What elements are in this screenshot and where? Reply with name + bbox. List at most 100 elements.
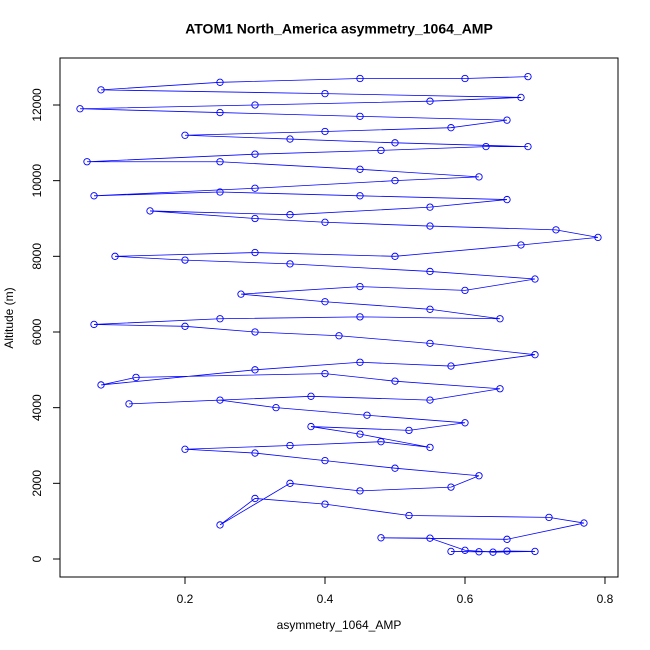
data-point <box>307 422 315 431</box>
data-point <box>447 124 455 132</box>
data-point <box>524 142 532 151</box>
data-point <box>251 366 259 374</box>
data-point <box>461 546 469 554</box>
data-point <box>321 456 329 465</box>
data-point <box>426 203 434 211</box>
data-point <box>321 89 329 98</box>
data-point <box>216 158 224 166</box>
data-point <box>524 72 532 81</box>
data-point <box>391 139 399 147</box>
x-tick-label: 0.2 <box>177 592 194 606</box>
data-line <box>80 76 599 553</box>
data-point <box>216 78 224 86</box>
data-point <box>321 218 329 226</box>
x-tick-label: 0.4 <box>317 592 334 606</box>
data-point <box>356 430 364 438</box>
data-point <box>321 369 329 378</box>
data-point <box>146 207 154 215</box>
data-point <box>405 426 413 435</box>
data-point <box>503 547 511 555</box>
data-point <box>286 211 294 219</box>
data-point <box>307 392 315 400</box>
data-point <box>286 135 294 143</box>
data-point <box>97 86 105 94</box>
data-point <box>286 441 294 450</box>
data-point <box>272 404 280 412</box>
data-point <box>594 233 602 242</box>
data-point <box>216 188 224 196</box>
data-point <box>426 222 434 230</box>
data-point <box>321 500 329 508</box>
y-tick-label: 0 <box>30 555 44 562</box>
data-point <box>181 131 189 139</box>
data-point <box>237 290 245 298</box>
data-point <box>475 472 483 480</box>
data-point <box>76 105 84 113</box>
data-point <box>426 396 434 404</box>
data-point <box>251 101 259 109</box>
data-point <box>356 192 364 200</box>
x-tick-label: 0.6 <box>457 592 474 606</box>
chart-title: ATOM1 North_America asymmetry_1064_AMP <box>185 21 493 37</box>
data-point <box>426 534 434 542</box>
data-point <box>475 173 483 181</box>
data-point <box>356 112 364 120</box>
data-point <box>356 165 364 173</box>
data-point <box>251 248 259 257</box>
data-point <box>482 142 490 151</box>
data-point <box>405 511 413 520</box>
data-point <box>251 150 259 158</box>
data-point <box>181 445 189 453</box>
data-point <box>447 362 455 370</box>
data-point <box>181 322 189 330</box>
data-point <box>531 547 539 556</box>
y-axis-label: Altitude (m) <box>2 287 16 348</box>
data-point <box>517 241 525 249</box>
data-point <box>531 275 539 283</box>
y-tick-label: 4000 <box>30 394 44 421</box>
data-point <box>377 146 385 155</box>
data-point <box>356 282 364 291</box>
data-point <box>552 226 560 234</box>
data-point <box>391 464 399 472</box>
data-point <box>356 358 364 366</box>
data-point <box>426 97 434 105</box>
data-point <box>496 385 504 393</box>
data-point <box>251 184 259 192</box>
data-point <box>475 548 483 556</box>
data-point <box>461 419 469 427</box>
data-point <box>90 192 98 200</box>
x-tick-label: 0.8 <box>597 592 614 606</box>
data-point <box>503 195 511 204</box>
data-point <box>216 521 224 529</box>
x-axis-label: asymmetry_1064_AMP <box>277 618 402 632</box>
data-point <box>489 548 497 556</box>
data-point <box>111 252 119 260</box>
data-point <box>216 396 224 404</box>
data-point <box>447 547 455 556</box>
data-point <box>426 267 434 276</box>
plot-frame <box>59 57 619 578</box>
data-point <box>90 320 98 329</box>
data-point <box>496 315 504 323</box>
data-point <box>251 449 259 457</box>
data-point <box>286 260 294 268</box>
data-point <box>391 177 399 185</box>
data-point <box>363 411 371 419</box>
data-point <box>321 127 329 136</box>
data-point <box>251 494 259 503</box>
data-point <box>426 443 434 452</box>
data-point <box>216 108 224 117</box>
data-point <box>321 298 329 306</box>
data-point <box>503 116 511 124</box>
data-point <box>545 513 553 522</box>
data-point <box>391 377 399 385</box>
data-point <box>447 483 455 491</box>
data-point <box>461 286 469 295</box>
data-point <box>426 339 434 347</box>
data-point <box>377 438 385 446</box>
y-tick-label: 8000 <box>30 243 44 270</box>
data-point <box>580 519 588 527</box>
